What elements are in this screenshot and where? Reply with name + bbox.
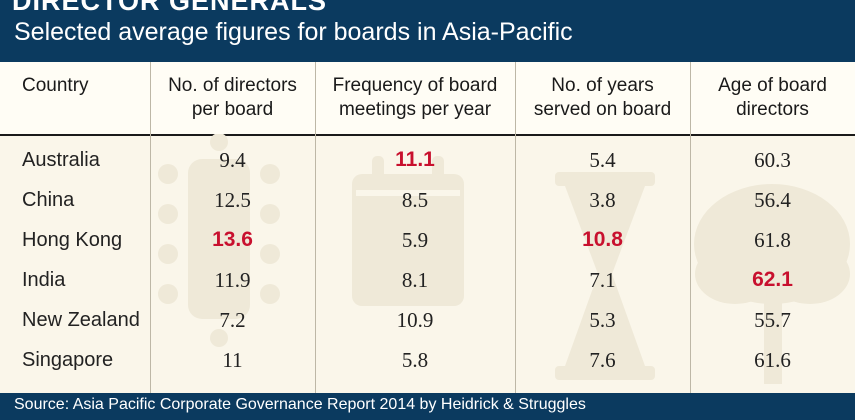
table-row: India 11.9 8.1 7.1 62.1 [0,260,855,300]
value-cell: 61.8 [754,228,791,252]
meeting-table-icon [158,134,280,347]
column-header-line: Country [22,75,89,96]
highlighted-value-cell: 62.1 [752,268,793,291]
table-row: New Zealand 7.2 10.9 5.3 55.7 [0,300,855,340]
value-cell: 7.6 [589,348,616,372]
country-cell: Australia [22,149,100,171]
column-header-line: per board [191,99,274,120]
country-cell: India [22,269,66,291]
tree-icon [694,184,850,384]
value-cell: 61.6 [754,348,791,372]
value-cell: 11 [222,348,243,372]
column-header-line: Age of board [718,75,827,96]
value-cell: 5.3 [589,308,616,332]
table-header [0,62,855,136]
value-cell: 55.7 [754,308,791,332]
value-cell: 56.4 [754,188,791,212]
column-header-line: served on board [533,99,672,120]
column-header-line: Frequency of board [332,75,498,96]
column-separator [690,62,691,393]
table-row: Australia 9.4 11.1 5.4 60.3 [0,140,855,180]
value-cell: 8.5 [401,188,429,212]
column-header-line: No. of years [551,75,654,96]
table-row: Hong Kong 13.6 5.9 10.8 61.8 [0,220,855,260]
country-cell: New Zealand [22,309,140,331]
value-cell: 5.9 [401,228,429,252]
column-header: No. of years served on board [515,74,690,124]
column-header: Age of board directors [690,74,855,124]
highlighted-value-cell: 10.8 [582,228,623,251]
column-header-line: No. of directors [168,75,297,96]
value-cell: 7.2 [219,308,246,332]
column-header: Country [22,74,150,124]
column-separator [515,62,516,393]
value-cell: 60.3 [754,148,791,172]
country-cell: China [22,189,75,211]
value-cell: 3.8 [589,188,616,212]
value-cell: 11.9 [214,268,251,292]
source-note: Source: Asia Pacific Corporate Governanc… [14,396,586,413]
background-icons [158,134,850,384]
country-cell: Singapore [22,349,114,371]
chart-subtitle: Selected average figures for boards in A… [14,18,573,46]
value-cell: 8.1 [401,268,429,292]
highlighted-value-cell: 11.1 [395,148,435,171]
value-cell: 7.1 [589,268,616,292]
highlighted-value-cell: 13.6 [212,228,253,251]
column-header-line: meetings per year [338,99,492,120]
chart-title: DIRECTOR GENERALS [12,0,328,16]
column-header-line: directors [736,99,809,120]
value-cell: 5.8 [401,348,429,372]
value-cell: 5.4 [589,148,616,172]
table-row: China 12.5 8.5 3.8 56.4 [0,180,855,220]
column-separator [150,62,151,393]
country-cell: Hong Kong [22,229,123,251]
column-header: Frequency of board meetings per year [315,74,515,124]
header: DIRECTOR GENERALS Selected average figur… [0,0,855,62]
column-separator [315,62,316,393]
value-cell: 10.9 [396,308,434,332]
value-cell: 9.4 [219,148,246,172]
value-cell: 12.5 [214,188,251,212]
hourglass-icon [555,172,655,380]
data-table: Country No. of directors per board Frequenc… [0,62,855,393]
footer: Source: Asia Pacific Corporate Governanc… [0,393,855,420]
calendar-icon [352,156,464,306]
table-row: Singapore 11 5.8 7.6 61.6 [0,340,855,380]
column-header: No. of directors per board [150,74,315,124]
